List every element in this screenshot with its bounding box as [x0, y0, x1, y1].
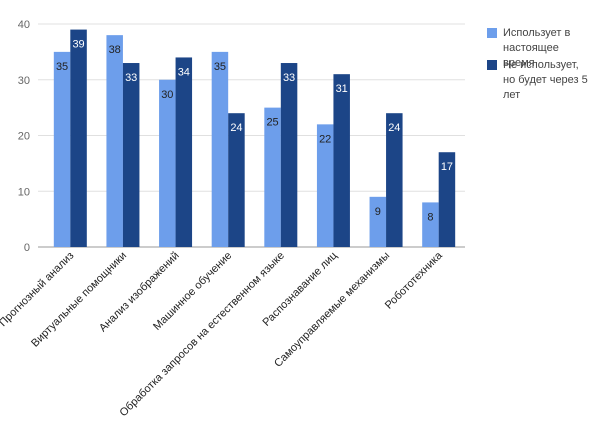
bar	[316, 124, 334, 247]
data-label: 22	[319, 133, 331, 145]
bar	[264, 107, 281, 247]
data-label: 25	[266, 117, 278, 129]
data-label: 8	[427, 211, 433, 223]
y-tick-label: 40	[18, 19, 30, 31]
data-label: 38	[109, 44, 121, 56]
data-label: 17	[441, 161, 453, 173]
x-tick-label: Виртуальные помощники	[29, 250, 129, 350]
data-label: 24	[388, 122, 400, 134]
y-tick-label: 30	[18, 75, 30, 87]
bar	[211, 51, 229, 247]
bar	[106, 35, 123, 248]
data-label: 24	[230, 122, 242, 134]
bar	[386, 113, 403, 247]
bar	[159, 79, 176, 247]
bar	[175, 57, 193, 248]
x-tick-label: Самоуправляемые механизмы	[272, 250, 392, 370]
data-label: 39	[72, 39, 84, 51]
data-label: 34	[178, 66, 190, 78]
y-tick-label: 20	[18, 131, 30, 143]
bar	[438, 152, 456, 247]
x-tick-label: Робототехника	[383, 249, 446, 312]
data-label: 31	[336, 83, 348, 95]
bar	[280, 63, 298, 248]
bar	[53, 51, 71, 247]
legend-swatch	[487, 60, 497, 70]
bar	[369, 196, 387, 247]
bar	[333, 74, 350, 247]
legend-swatch	[487, 28, 497, 38]
data-label: 35	[56, 61, 68, 73]
data-label: 35	[214, 61, 226, 73]
legend-label: Не использует, но будет через 5 лет	[503, 59, 588, 101]
bar	[228, 113, 245, 247]
data-label: 9	[375, 206, 381, 218]
legend-label: Использует в настоящее время	[503, 27, 571, 69]
y-tick-label: 10	[18, 186, 30, 198]
data-label: 33	[125, 72, 137, 84]
bar	[422, 202, 439, 247]
bar	[70, 29, 87, 248]
data-label: 33	[283, 72, 295, 84]
bar	[122, 63, 140, 248]
y-tick-label: 0	[24, 242, 30, 254]
data-label: 30	[161, 89, 173, 101]
